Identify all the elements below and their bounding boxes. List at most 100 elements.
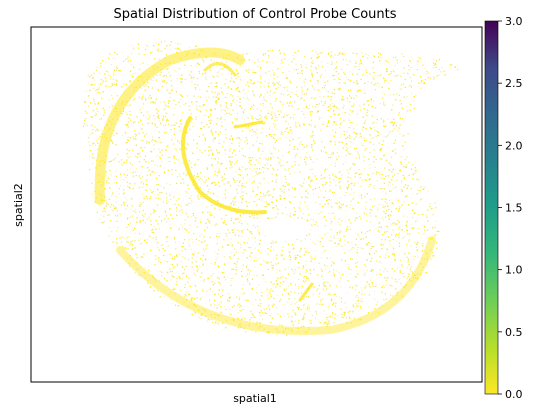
tissue-spot: [315, 311, 317, 313]
tissue-spot: [382, 204, 384, 206]
tissue-spot: [296, 306, 298, 308]
tissue-spot: [346, 136, 348, 138]
tissue-spot: [259, 96, 261, 98]
tissue-spot: [382, 140, 384, 142]
tissue-spot: [306, 151, 308, 153]
tissue-spot: [134, 272, 136, 274]
tissue-spot: [193, 95, 195, 97]
tissue-spot: [433, 76, 435, 78]
tissue-spot: [322, 328, 324, 330]
tissue-spot: [296, 301, 298, 303]
tissue-spot: [347, 250, 349, 252]
tissue-spot: [236, 218, 238, 220]
tissue-spot: [134, 183, 136, 185]
tissue-spot: [255, 241, 257, 243]
tissue-spot: [385, 279, 387, 281]
tissue-spot: [346, 131, 348, 133]
tissue-spot: [297, 288, 299, 290]
tissue-spot: [325, 181, 327, 183]
tissue-spot: [347, 152, 349, 154]
tissue-spot: [226, 93, 228, 95]
tissue-spot: [120, 179, 122, 181]
tissue-spot: [345, 59, 347, 61]
tissue-spot: [121, 162, 123, 164]
tissue-spot: [103, 215, 105, 217]
tissue-spot: [109, 160, 111, 162]
tissue-spot: [260, 310, 262, 312]
tissue-spot: [323, 146, 325, 148]
tissue-spot: [386, 71, 388, 73]
tissue-spot: [287, 328, 289, 330]
tissue-spot: [337, 208, 339, 210]
tissue-spot: [282, 275, 284, 277]
tissue-spot: [252, 69, 254, 71]
tissue-spot: [353, 184, 355, 186]
tissue-spot: [164, 260, 166, 262]
tissue-spot: [320, 61, 322, 63]
tissue-spot: [291, 321, 293, 323]
tissue-spot: [271, 332, 273, 334]
tissue-spot: [243, 110, 245, 112]
tissue-spot: [166, 221, 168, 223]
tissue-spot: [421, 258, 423, 260]
tissue-spot: [234, 181, 236, 183]
tissue-spot: [335, 124, 337, 126]
tissue-spot: [262, 60, 264, 62]
tissue-spot: [340, 136, 342, 138]
tissue-spot: [98, 119, 100, 121]
tissue-spot: [184, 283, 186, 285]
tissue-spot: [355, 289, 357, 291]
tissue-spot: [234, 228, 236, 230]
tissue-spot: [398, 94, 400, 96]
tissue-spot: [313, 87, 315, 89]
tissue-spot: [109, 89, 111, 91]
tissue-spot: [203, 281, 205, 283]
tissue-spot: [357, 182, 359, 184]
tissue-spot: [147, 279, 149, 281]
tissue-spot: [413, 258, 415, 260]
tissue-spot: [420, 58, 422, 60]
tissue-spot: [335, 184, 337, 186]
tissue-spot: [164, 255, 166, 257]
tissue-spot: [337, 114, 339, 116]
tissue-spot: [195, 163, 197, 165]
tissue-spot: [245, 69, 247, 71]
tissue-spot: [378, 261, 380, 263]
tissue-spot: [111, 231, 113, 233]
tissue-spot: [424, 186, 426, 188]
tissue-spot: [280, 159, 282, 161]
tissue-spot: [131, 230, 133, 232]
tissue-spot: [272, 303, 274, 305]
tissue-spot: [177, 265, 179, 267]
tissue-spot: [260, 81, 262, 83]
tissue-spot: [91, 193, 93, 195]
tissue-spot: [248, 99, 250, 101]
tissue-spot: [303, 281, 305, 283]
tissue-spot: [224, 190, 226, 192]
tissue-spot: [218, 249, 220, 251]
tissue-spot: [277, 313, 279, 315]
tissue-spot: [268, 85, 270, 87]
tissue-spot: [380, 74, 382, 76]
tissue-spot: [286, 86, 288, 88]
tissue-spot: [330, 240, 332, 242]
tissue-spot: [323, 251, 325, 253]
tissue-spot: [198, 179, 200, 181]
tissue-spot: [182, 256, 184, 258]
tissue-spot: [307, 252, 309, 254]
tissue-spot: [435, 220, 437, 222]
tissue-spot: [220, 121, 222, 123]
tissue-spot: [190, 162, 192, 164]
tissue-spot: [255, 171, 257, 173]
tissue-spot: [388, 82, 390, 84]
tissue-spot: [224, 264, 226, 266]
tissue-spot: [392, 150, 394, 152]
tissue-spot: [142, 256, 144, 258]
tissue-spot: [300, 248, 302, 250]
tissue-spot: [302, 148, 304, 150]
tissue-spot: [139, 222, 141, 224]
tissue-spot: [249, 159, 251, 161]
tissue-spot: [377, 82, 379, 84]
tissue-spot: [271, 240, 273, 242]
tissue-spot: [397, 202, 399, 204]
